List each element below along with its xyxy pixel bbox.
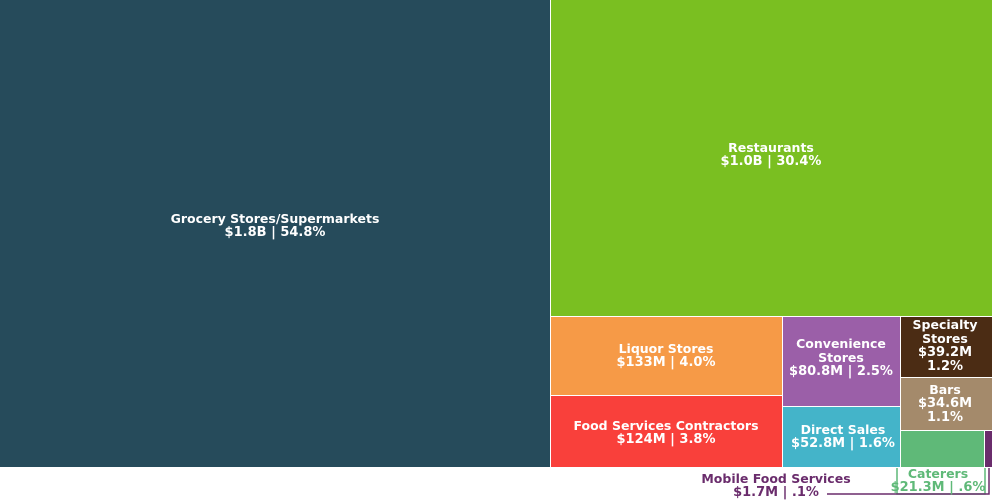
label-restaurants: Restaurants $1.0B | 30.4% [721, 141, 822, 169]
label-value-caterers: $21.3M | .6% [890, 480, 986, 495]
label-food-services-contractors: Food Services Contractors $124M | 3.8% [573, 419, 758, 447]
tile-restaurants[interactable] [551, 0, 993, 317]
label-value-food-services-contractors: $124M | 3.8% [616, 432, 716, 447]
label-direct-sales: Direct Sales $52.8M | 1.6% [791, 423, 895, 451]
label-caterers: Caterers $21.3M | .6% [891, 467, 986, 495]
tile-bars[interactable] [901, 378, 993, 431]
label-grocery-stores-supermarkets: Grocery Stores/Supermarkets $1.8B | 54.8% [171, 212, 380, 240]
label-specialty-stores: Specialty Stores $39.2M 1.2% [913, 318, 978, 374]
tile-direct-sales[interactable] [783, 407, 901, 468]
label-value-grocery-stores-supermarkets: $1.8B | 54.8% [224, 225, 326, 240]
label-value-restaurants: $1.0B | 30.4% [720, 154, 822, 169]
label-bars: Bars $34.6M 1.1% [918, 383, 972, 425]
label-mobile-food-services: Mobile Food Services $1.7M | .1% [701, 472, 850, 500]
label-name-bars: Bars [929, 382, 961, 397]
label-name-food-services-contractors: Food Services Contractors [573, 418, 759, 433]
label-value-mobile-food-services: $1.7M | .1% [733, 485, 819, 500]
label-value-specialty-stores: $39.2M 1.2% [917, 345, 973, 374]
leader-line-mobile-food-services [827, 468, 990, 495]
tile-grocery-stores-supermarkets[interactable] [0, 0, 551, 468]
label-liquor-stores: Liquor Stores $133M | 4.0% [617, 342, 716, 370]
label-name-specialty-stores: Specialty Stores [912, 317, 978, 346]
label-value-bars: $34.6M 1.1% [917, 396, 973, 425]
tile-convenience-stores[interactable] [783, 317, 901, 407]
label-name-convenience-stores: Convenience Stores [796, 336, 886, 365]
label-name-liquor-stores: Liquor Stores [618, 341, 714, 356]
tile-specialty-stores[interactable] [901, 317, 993, 378]
tile-mobile-food-services[interactable] [985, 431, 993, 468]
label-value-direct-sales: $52.8M | 1.6% [791, 436, 895, 451]
label-convenience-stores: Convenience Stores $80.8M | 2.5% [789, 337, 893, 379]
label-name-mobile-food-services: Mobile Food Services [701, 471, 851, 486]
label-name-direct-sales: Direct Sales [800, 422, 886, 437]
label-name-caterers: Caterers [907, 466, 969, 481]
label-name-grocery-stores-supermarkets: Grocery Stores/Supermarkets [170, 211, 380, 226]
label-value-convenience-stores: $80.8M | 2.5% [789, 364, 893, 379]
label-name-restaurants: Restaurants [728, 140, 814, 155]
label-value-liquor-stores: $133M | 4.0% [616, 355, 716, 370]
tile-liquor-stores[interactable] [551, 317, 783, 396]
tile-food-services-contractors[interactable] [551, 396, 783, 468]
tile-caterers[interactable] [901, 431, 985, 468]
